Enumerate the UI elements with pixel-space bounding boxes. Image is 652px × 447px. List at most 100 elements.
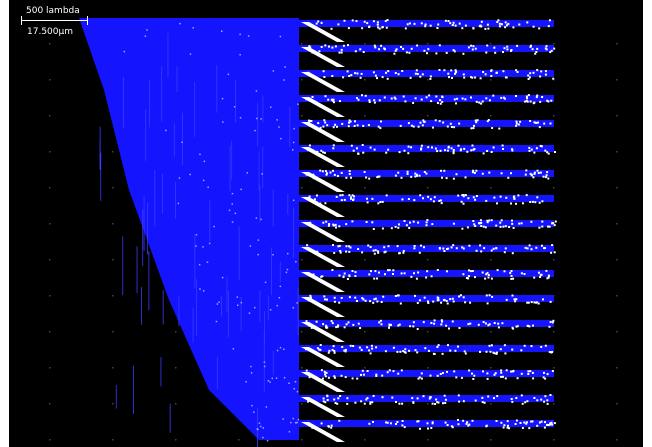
wedge-dot	[213, 225, 215, 228]
wedge-dot	[199, 153, 201, 156]
grid-dot	[49, 223, 51, 225]
via-dot	[399, 302, 402, 305]
via-dot	[343, 198, 346, 201]
via-dot	[440, 323, 443, 326]
via-dot	[368, 273, 371, 276]
via-dot	[311, 426, 314, 429]
via-dot	[417, 377, 420, 380]
via-dot	[347, 321, 350, 324]
via-dot	[479, 244, 482, 247]
wedge-dot	[294, 381, 297, 383]
via-dot	[322, 400, 325, 403]
via-dot	[410, 175, 413, 178]
via-dot	[416, 328, 419, 330]
via-dot	[423, 49, 426, 52]
wedge-dot	[202, 290, 205, 292]
metal-stripe	[147, 170, 554, 177]
via-dot	[422, 321, 425, 324]
via-dot	[333, 376, 336, 379]
via-dot	[515, 419, 518, 422]
wedge-dot	[293, 127, 295, 130]
via-dot	[418, 376, 421, 379]
via-dot	[494, 51, 497, 54]
via-dot	[365, 221, 368, 223]
via-dot	[407, 152, 410, 155]
via-dot	[461, 227, 464, 230]
via-dot	[499, 225, 502, 228]
via-dot	[311, 325, 314, 328]
via-dot	[398, 402, 401, 405]
via-dot	[327, 376, 330, 379]
wedge-dot	[206, 261, 209, 263]
via-dot	[530, 44, 532, 47]
via-dot	[442, 402, 444, 405]
via-dot	[523, 421, 526, 424]
via-dot	[331, 46, 334, 49]
via-dot	[515, 202, 517, 205]
wedge-dot	[179, 22, 181, 25]
via-dot	[439, 373, 442, 375]
via-dot	[452, 149, 455, 151]
via-dot	[441, 372, 444, 374]
via-dot	[339, 100, 341, 103]
via-dot	[421, 124, 424, 127]
via-dot	[368, 26, 371, 28]
via-dot	[436, 269, 439, 271]
via-dot	[324, 375, 327, 378]
via-dot	[321, 170, 324, 173]
via-dot	[446, 270, 448, 273]
layout-canvas[interactable]: 500 lambda 17.500µm	[9, 0, 643, 447]
via-dot	[529, 45, 532, 48]
via-dot	[333, 375, 336, 378]
via-dot	[320, 422, 323, 425]
via-dot	[461, 246, 464, 249]
via-dot	[457, 394, 460, 397]
via-dot	[513, 298, 516, 301]
via-dot	[547, 152, 550, 155]
via-dot	[444, 398, 447, 401]
via-dot	[333, 300, 336, 303]
via-dot	[351, 377, 354, 380]
via-dot	[452, 222, 455, 225]
wedge-dot	[278, 126, 280, 128]
via-dot	[460, 376, 463, 379]
via-dot	[385, 26, 388, 29]
via-dot	[378, 27, 381, 30]
via-dot	[474, 76, 477, 79]
via-dot	[406, 23, 409, 26]
via-dot	[464, 176, 467, 179]
via-dot	[373, 277, 376, 280]
grid-dot	[553, 43, 555, 45]
via-dot	[333, 251, 336, 254]
via-dot	[417, 420, 420, 423]
via-dot	[449, 298, 452, 301]
via-dot	[520, 349, 523, 352]
via-dot	[535, 301, 538, 304]
via-dot	[361, 297, 364, 300]
grid-dot	[616, 79, 618, 81]
via-dot	[380, 120, 382, 123]
via-dot	[428, 349, 430, 352]
via-dot	[533, 171, 536, 174]
via-dot	[482, 152, 485, 155]
via-dot	[376, 21, 379, 24]
via-dot	[404, 351, 407, 354]
via-dot	[490, 277, 493, 280]
wedge-dot	[239, 54, 241, 56]
via-dot	[541, 220, 544, 223]
diagonal-slash	[301, 247, 345, 267]
wedge-dot	[278, 297, 281, 299]
via-dot	[501, 144, 504, 147]
via-dot	[332, 144, 335, 147]
via-dot	[472, 148, 475, 151]
via-dot	[545, 45, 548, 48]
via-dot	[516, 377, 519, 380]
via-dot	[341, 122, 344, 125]
via-dot	[490, 249, 493, 252]
diagonal-slash	[301, 297, 345, 317]
via-dot	[547, 276, 550, 279]
wedge-dot	[249, 245, 252, 247]
via-dot	[330, 98, 333, 101]
via-dot	[482, 71, 485, 73]
grid-dot	[490, 115, 492, 117]
